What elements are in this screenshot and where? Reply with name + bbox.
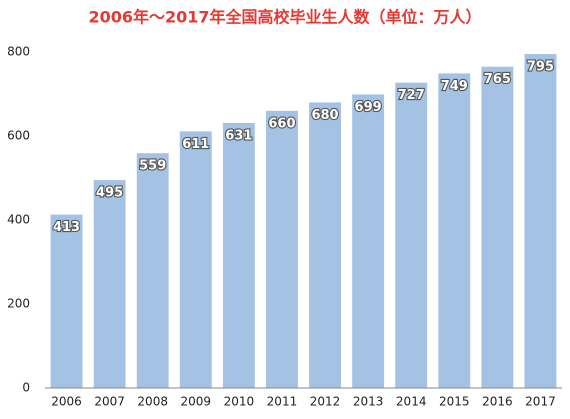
- value-label: 495: [96, 186, 123, 201]
- bar: [222, 122, 255, 388]
- bar: [93, 180, 126, 388]
- bar: [136, 153, 169, 388]
- bar: [524, 54, 557, 388]
- chart-title: 2006年～2017年全国高校毕业生人数（单位：万人）: [88, 8, 481, 27]
- y-tick-label: 800: [7, 45, 30, 59]
- bar: [481, 66, 514, 388]
- value-label: 611: [182, 137, 209, 152]
- x-tick-label: 2011: [267, 395, 298, 409]
- value-label: 559: [139, 159, 166, 174]
- y-tick-label: 200: [7, 297, 30, 311]
- value-label: 749: [441, 79, 468, 94]
- x-tick-label: 2009: [181, 395, 212, 409]
- y-tick-label: 600: [7, 129, 30, 143]
- y-tick-label: 400: [7, 213, 30, 227]
- bar: [352, 94, 385, 389]
- x-tick-label: 2010: [224, 395, 255, 409]
- x-tick-label: 2015: [439, 395, 470, 409]
- value-label: 727: [398, 88, 425, 103]
- bar: [266, 110, 298, 389]
- x-tick-label: 2013: [353, 395, 384, 409]
- x-tick-label: 2007: [94, 395, 125, 409]
- value-label: 795: [527, 60, 554, 75]
- value-label: 680: [311, 108, 338, 123]
- x-tick-label: 2016: [482, 395, 513, 409]
- bar: [179, 131, 212, 388]
- value-label: 631: [225, 128, 252, 143]
- y-tick-label: 0: [22, 381, 30, 395]
- value-label: 413: [53, 220, 80, 235]
- value-label: 765: [484, 72, 511, 87]
- x-tick-label: 2017: [525, 395, 556, 409]
- bar: [395, 82, 428, 388]
- x-tick-label: 2012: [310, 395, 341, 409]
- bar: [309, 102, 341, 389]
- bar: [50, 214, 83, 388]
- value-label: 660: [268, 116, 295, 131]
- x-tick-label: 2006: [51, 395, 82, 409]
- value-label: 699: [355, 100, 382, 115]
- x-tick-label: 2008: [137, 395, 168, 409]
- x-tick-label: 2014: [396, 395, 427, 409]
- bar: [438, 73, 471, 389]
